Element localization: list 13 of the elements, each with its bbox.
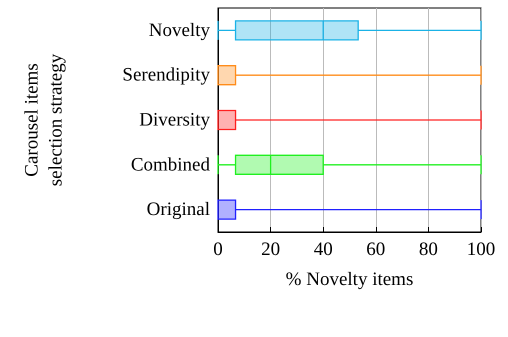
y-tick-label: Novelty bbox=[148, 20, 210, 41]
x-axis-title: % Novelty items bbox=[286, 269, 414, 290]
x-tick-label: 100 bbox=[466, 239, 496, 260]
y-tick-label: Combined bbox=[130, 154, 210, 176]
x-tick-label: 40 bbox=[314, 239, 333, 260]
y-tick-label: Serendipity bbox=[122, 64, 210, 86]
y-axis-title: Carousel items selection strategy bbox=[22, 53, 66, 186]
y-tick-label: Diversity bbox=[139, 110, 210, 130]
x-tick-label: 60 bbox=[366, 239, 386, 260]
y-tick-label: Original bbox=[146, 199, 210, 220]
x-tick-label: 0 bbox=[213, 239, 223, 260]
x-tick-label: 80 bbox=[418, 239, 438, 260]
x-tick-label: 20 bbox=[261, 239, 280, 260]
